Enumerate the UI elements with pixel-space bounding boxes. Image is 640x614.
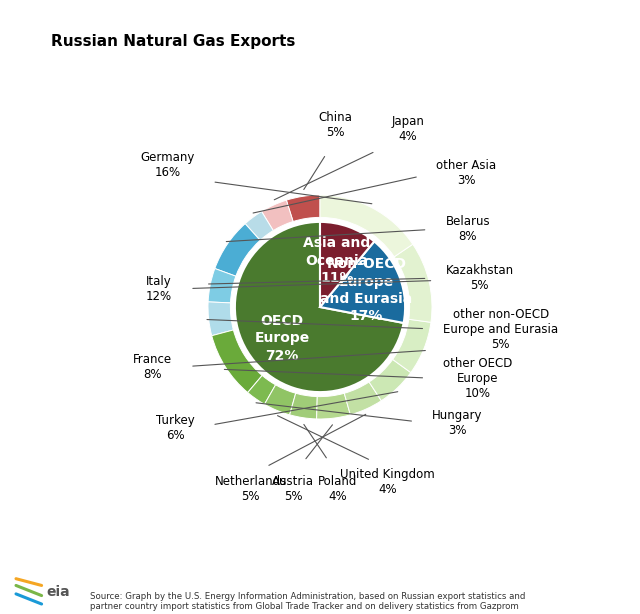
Text: OECD
Europe
72%: OECD Europe 72% [254, 314, 310, 363]
Text: France
8%: France 8% [133, 354, 172, 381]
Wedge shape [320, 222, 374, 307]
Text: Italy
12%: Italy 12% [146, 275, 172, 303]
Text: Netherlands
5%: Netherlands 5% [214, 475, 287, 503]
Text: Russian Natural Gas Exports: Russian Natural Gas Exports [51, 34, 296, 49]
Wedge shape [286, 195, 320, 222]
Text: other OECD
Europe
10%: other OECD Europe 10% [444, 357, 513, 400]
Text: Asia and
Oceania
11%: Asia and Oceania 11% [303, 236, 371, 285]
Text: Kazakhstan
5%: Kazakhstan 5% [445, 264, 513, 292]
Wedge shape [208, 268, 236, 303]
Wedge shape [393, 319, 431, 373]
Text: United Kingdom
4%: United Kingdom 4% [340, 468, 435, 496]
Text: Non-OECD
Europe
and Eurasia
17%: Non-OECD Europe and Eurasia 17% [321, 257, 413, 323]
Wedge shape [248, 375, 276, 404]
Wedge shape [320, 241, 405, 323]
Wedge shape [394, 244, 432, 322]
Wedge shape [369, 359, 411, 401]
Text: other Asia
3%: other Asia 3% [436, 158, 497, 187]
Wedge shape [317, 393, 350, 419]
Wedge shape [235, 222, 404, 392]
Wedge shape [320, 195, 413, 257]
Text: Austria
5%: Austria 5% [272, 475, 314, 503]
Text: China
5%: China 5% [319, 111, 353, 139]
Text: Hungary
3%: Hungary 3% [432, 410, 483, 438]
Text: Turkey
6%: Turkey 6% [156, 414, 195, 442]
Text: Germany
16%: Germany 16% [140, 151, 195, 179]
Wedge shape [208, 302, 234, 336]
Text: Japan
4%: Japan 4% [392, 115, 424, 144]
Text: Source: Graph by the U.S. Energy Information Administration, based on Russian ex: Source: Graph by the U.S. Energy Informa… [90, 591, 525, 611]
Text: eia: eia [46, 585, 70, 599]
Wedge shape [245, 211, 273, 240]
Wedge shape [290, 393, 317, 419]
Wedge shape [264, 385, 296, 415]
Text: other non-OECD
Europe and Eurasia
5%: other non-OECD Europe and Eurasia 5% [444, 308, 558, 351]
Wedge shape [344, 382, 381, 415]
Wedge shape [262, 200, 293, 231]
Text: Poland
4%: Poland 4% [318, 475, 358, 503]
Text: Belarus
8%: Belarus 8% [445, 215, 490, 243]
Wedge shape [212, 330, 262, 392]
Wedge shape [215, 223, 260, 276]
